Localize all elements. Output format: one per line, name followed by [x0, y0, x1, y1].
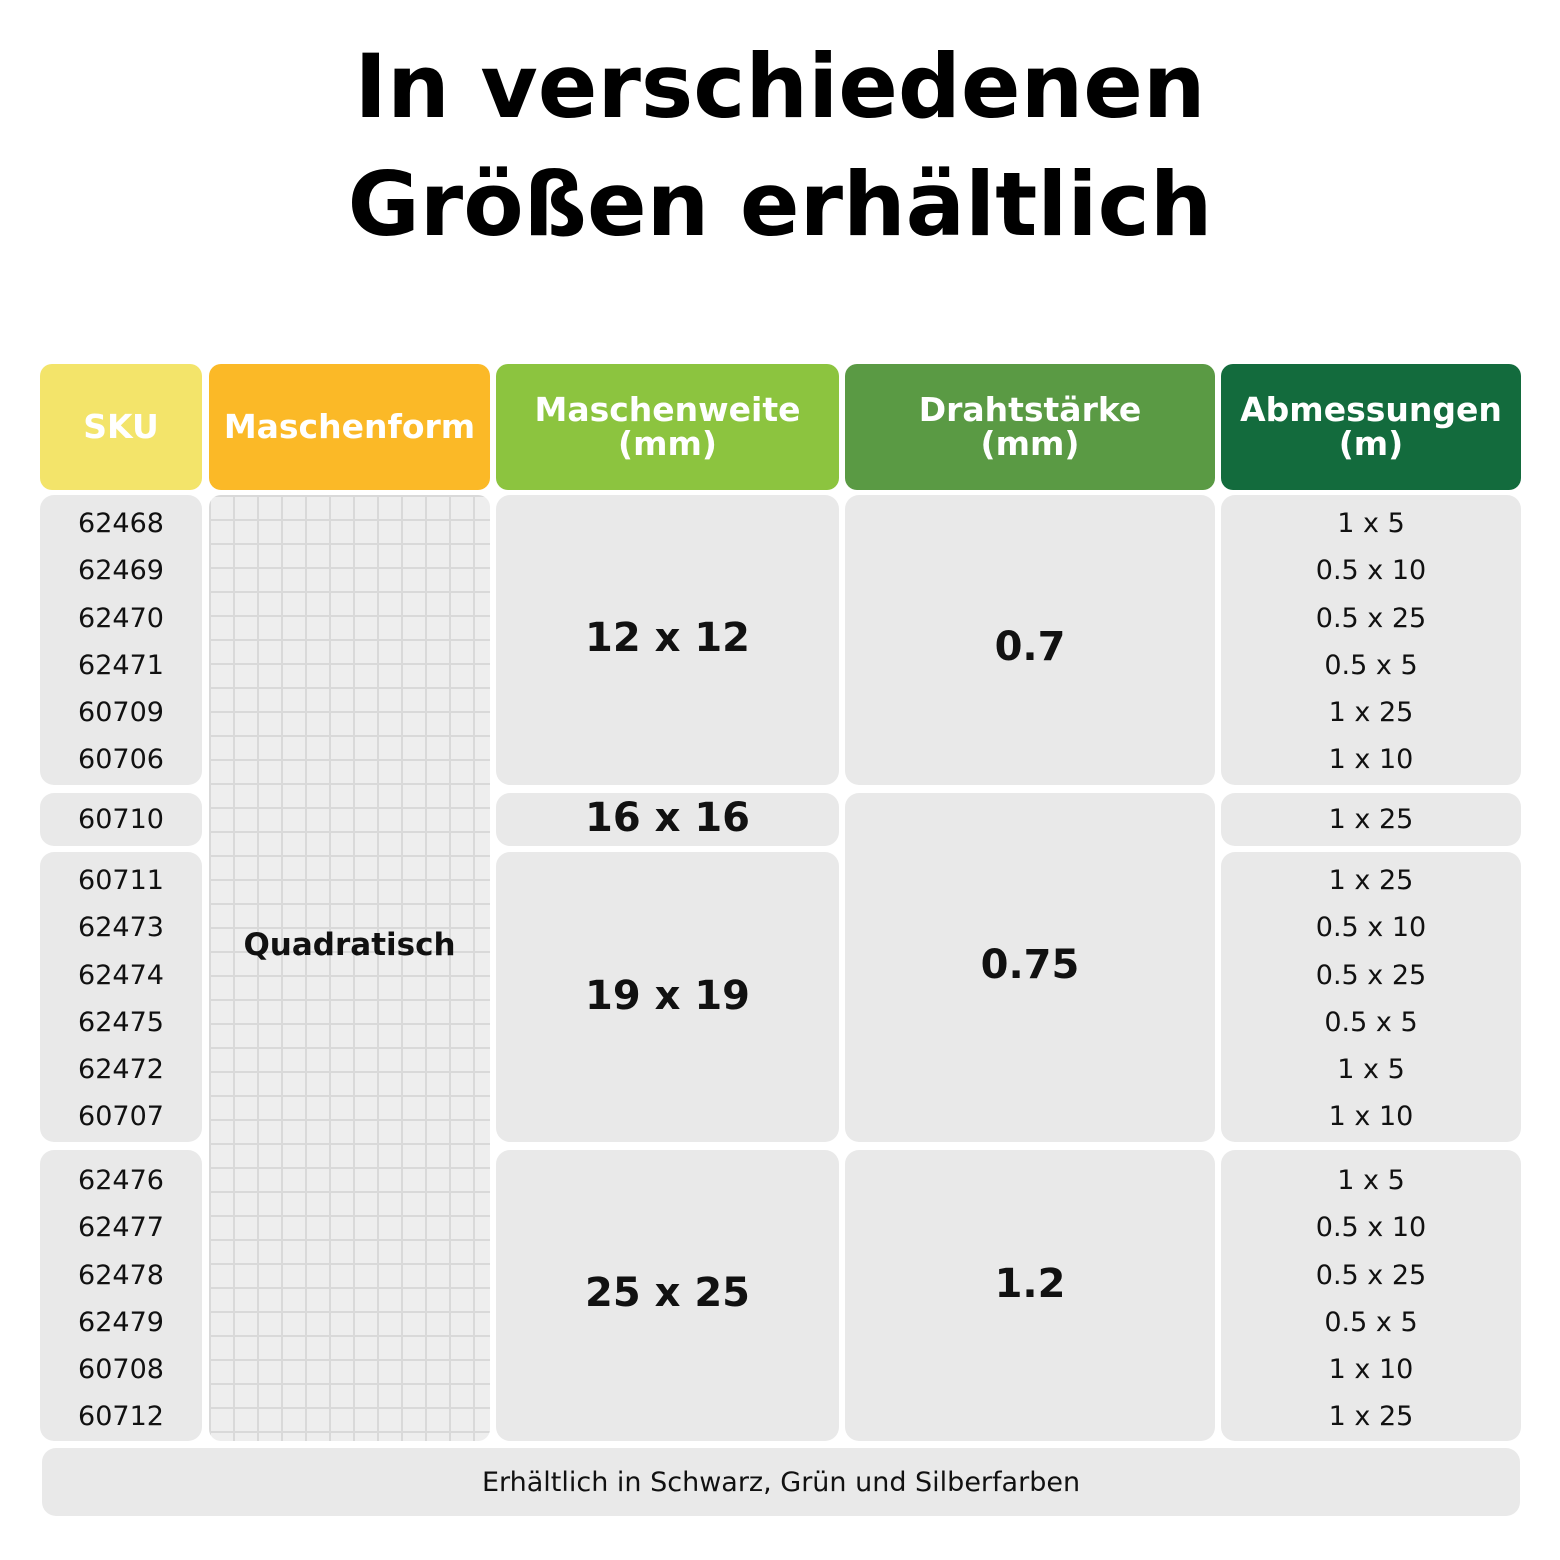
sku-value: 60711 — [78, 865, 164, 896]
maschenweite-cell-2: 16 x 16 — [496, 793, 839, 846]
sku-value: 62475 — [78, 1006, 164, 1038]
abmessung-value: 1 x 5 — [1337, 1165, 1405, 1196]
header-maschenweite-label: Maschenweite — [534, 390, 801, 429]
header-sku: SKU — [40, 364, 202, 490]
abmessung-value: 0.5 x 5 — [1324, 1006, 1418, 1038]
abmessung-value: 1 x 10 — [1328, 1101, 1414, 1133]
abmessungen-group-4: 1 x 5 0.5 x 10 0.5 x 25 0.5 x 5 1 x 10 1… — [1221, 1150, 1521, 1441]
sku-value: 62472 — [78, 1054, 164, 1086]
maschenweite-value: 19 x 19 — [585, 973, 750, 1019]
drahtstaerke-cell-1: 0.7 — [845, 495, 1215, 785]
header-abmessungen: Abmessungen (m) — [1221, 364, 1521, 490]
maschenweite-cell-1: 12 x 12 — [496, 495, 839, 785]
drahtstaerke-cell-2: 0.75 — [845, 793, 1215, 1142]
drahtstaerke-value: 0.75 — [980, 942, 1080, 988]
sku-group-3: 60711 62473 62474 62475 62472 60707 — [40, 852, 202, 1142]
sku-value: 62474 — [78, 959, 164, 991]
abmessung-value: 1 x 25 — [1328, 804, 1414, 835]
abmessung-value: 0.5 x 10 — [1315, 555, 1427, 587]
maschenweite-value: 12 x 12 — [585, 615, 750, 661]
header-maschenweite: Maschenweite (mm) — [496, 364, 839, 490]
sku-value: 60706 — [78, 744, 164, 776]
header-abmessungen-unit: (m) — [1338, 424, 1404, 463]
sku-value: 60709 — [78, 697, 164, 729]
sku-group-1: 62468 62469 62470 62471 60709 60706 — [40, 495, 202, 785]
sku-value: 62471 — [78, 649, 164, 681]
availability-note-text: Erhältlich in Schwarz, Grün und Silberfa… — [481, 1466, 1081, 1498]
drahtstaerke-cell-3: 1.2 — [845, 1150, 1215, 1441]
abmessung-value: 1 x 5 — [1337, 1054, 1405, 1086]
sku-value: 62476 — [78, 1165, 164, 1196]
abmessung-value: 0.5 x 10 — [1315, 912, 1427, 944]
abmessung-value: 0.5 x 25 — [1315, 602, 1427, 634]
abmessung-value: 0.5 x 25 — [1315, 1259, 1427, 1291]
sku-value: 60707 — [78, 1101, 164, 1133]
abmessung-value: 1 x 25 — [1328, 697, 1414, 729]
abmessung-value: 1 x 25 — [1328, 1401, 1414, 1433]
sku-value: 60712 — [78, 1401, 164, 1433]
abmessungen-group-2: 1 x 25 — [1221, 793, 1521, 846]
sku-value: 62479 — [78, 1306, 164, 1338]
page-title: In verschiedenen Größen erhältlich — [0, 28, 1560, 264]
abmessung-value: 0.5 x 5 — [1324, 1306, 1418, 1338]
maschenweite-value: 25 x 25 — [585, 1270, 750, 1316]
mesh-pattern-image: Quadratisch — [209, 495, 490, 1441]
header-maschenform: Maschenform — [209, 364, 490, 490]
sku-value: 62469 — [78, 555, 164, 587]
maschenweite-cell-4: 25 x 25 — [496, 1150, 839, 1441]
header-abmessungen-label: Abmessungen — [1240, 390, 1502, 429]
sku-value: 62478 — [78, 1259, 164, 1291]
header-drahtstaerke-label: Drahtstärke — [918, 390, 1142, 429]
drahtstaerke-value: 0.7 — [994, 624, 1066, 670]
header-maschenweite-unit: (mm) — [618, 424, 717, 463]
maschenweite-value: 16 x 16 — [585, 795, 750, 841]
sku-value: 62470 — [78, 602, 164, 634]
header-drahtstaerke-unit: (mm) — [980, 424, 1080, 463]
sku-value: 62468 — [78, 508, 164, 539]
maschenweite-cell-3: 19 x 19 — [496, 852, 839, 1142]
sku-value: 60710 — [78, 804, 164, 835]
sku-group-4: 62476 62477 62478 62479 60708 60712 — [40, 1150, 202, 1441]
sku-value: 62477 — [78, 1212, 164, 1244]
abmessung-value: 0.5 x 25 — [1315, 959, 1427, 991]
abmessung-value: 1 x 10 — [1328, 1354, 1414, 1386]
abmessung-value: 0.5 x 10 — [1315, 1212, 1427, 1244]
page-title-line-2: Größen erhältlich — [347, 153, 1213, 256]
abmessung-value: 0.5 x 5 — [1324, 649, 1418, 681]
abmessung-value: 1 x 5 — [1337, 508, 1405, 539]
abmessung-value: 1 x 25 — [1328, 865, 1414, 896]
sku-group-2: 60710 — [40, 793, 202, 846]
abmessungen-group-1: 1 x 5 0.5 x 10 0.5 x 25 0.5 x 5 1 x 25 1… — [1221, 495, 1521, 785]
sku-value: 62473 — [78, 912, 164, 944]
abmessungen-group-3: 1 x 25 0.5 x 10 0.5 x 25 0.5 x 5 1 x 5 1… — [1221, 852, 1521, 1142]
header-maschenform-label: Maschenform — [223, 407, 476, 446]
abmessung-value: 1 x 10 — [1328, 744, 1414, 776]
maschenform-value: Quadratisch — [243, 927, 456, 963]
header-drahtstaerke: Drahtstärke (mm) — [845, 364, 1215, 490]
page-title-line-1: In verschiedenen — [354, 35, 1206, 138]
availability-note: Erhältlich in Schwarz, Grün und Silberfa… — [42, 1448, 1520, 1516]
drahtstaerke-value: 1.2 — [994, 1261, 1066, 1307]
header-sku-label: SKU — [83, 407, 159, 446]
sku-value: 60708 — [78, 1354, 164, 1386]
